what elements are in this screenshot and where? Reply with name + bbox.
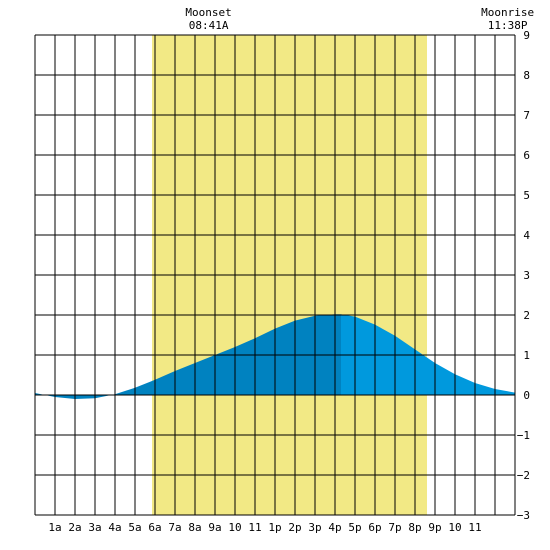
moon-event-label: Moonrise	[481, 6, 534, 19]
moon-event-time: 08:41A	[189, 19, 229, 32]
x-tick-label: 7a	[168, 521, 181, 534]
x-tick-label: 2a	[68, 521, 81, 534]
y-tick-label: 2	[523, 309, 530, 322]
x-tick-label: 11	[468, 521, 481, 534]
y-tick-label: 7	[523, 109, 530, 122]
x-tick-label: 1p	[268, 521, 281, 534]
y-tick-label: 8	[523, 69, 530, 82]
x-tick-label: 4p	[328, 521, 341, 534]
y-tick-label: −3	[517, 509, 530, 522]
x-tick-label: 9p	[428, 521, 441, 534]
x-tick-label: 6a	[148, 521, 161, 534]
y-tick-label: 0	[523, 389, 530, 402]
y-tick-label: 5	[523, 189, 530, 202]
y-tick-labels: 9 8 7 6 5 4 3 2 1 0 −1 −2 −3	[517, 29, 531, 522]
x-tick-label: 6p	[368, 521, 381, 534]
y-tick-label: 3	[523, 269, 530, 282]
x-tick-label: 7p	[388, 521, 401, 534]
y-tick-label: −2	[517, 469, 530, 482]
x-tick-label: 4a	[108, 521, 121, 534]
x-tick-label: 8a	[188, 521, 201, 534]
x-tick-label: 10	[448, 521, 461, 534]
x-tick-label: 5p	[348, 521, 361, 534]
x-tick-label: 3p	[308, 521, 321, 534]
x-tick-label: 8p	[408, 521, 421, 534]
y-tick-label: 6	[523, 149, 530, 162]
moon-event-label: Moonset	[185, 6, 231, 19]
grid-lines	[34, 34, 516, 516]
y-tick-label: −1	[517, 429, 530, 442]
x-tick-label: 10	[228, 521, 241, 534]
moon-event-time: 11:38P	[488, 19, 528, 32]
x-tick-label: 9a	[208, 521, 221, 534]
y-tick-label: 4	[523, 229, 530, 242]
x-tick-label: 11	[248, 521, 261, 534]
x-tick-label: 1a	[48, 521, 61, 534]
y-tick-label: 9	[523, 29, 530, 42]
tide-area-falling	[341, 314, 515, 395]
x-tick-label: 5a	[128, 521, 141, 534]
x-tick-label: 2p	[288, 521, 301, 534]
x-tick-labels: 1a 2a 3a 4a 5a 6a 7a 8a 9a 10 11 1p 2p 3p 4p 5p 6p 7p 8p 9p…	[48, 521, 481, 534]
x-tick-label: 3a	[88, 521, 101, 534]
y-tick-label: 1	[523, 349, 530, 362]
tide-area-rising	[35, 314, 341, 399]
tide-area	[35, 314, 515, 399]
